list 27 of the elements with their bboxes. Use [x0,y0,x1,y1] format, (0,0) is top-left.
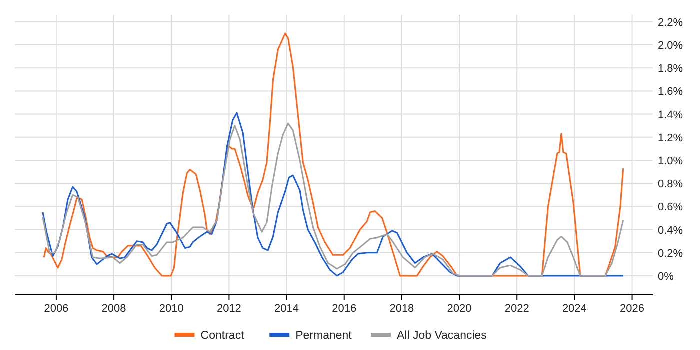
x-tick-label: 2024 [562,303,587,315]
x-tick-label: 2022 [504,303,530,315]
y-tick-label: 1.2% [658,132,684,144]
y-tick-label: 1.0% [658,155,684,168]
y-tick-label: 0.8% [658,178,684,191]
x-tick-label: 2026 [620,303,645,315]
y-tick-label: 0% [658,270,674,283]
x-tick-label: 2014 [274,303,300,315]
x-tick-label: 2010 [159,303,184,315]
line-series [43,32,624,277]
y-tick-label: 1.8% [658,63,684,76]
x-tick-label: 2008 [102,303,126,315]
x-tick-label: 2018 [390,303,414,315]
y-tick-label: 1.4% [658,109,684,122]
x-tick-label: 2016 [332,303,357,315]
legend-label: Permanent [296,330,353,342]
y-tick-label: 0.2% [658,248,684,260]
x-tick-label: 2006 [44,303,69,315]
x-tick-label: 2020 [447,303,472,315]
x-tick-label: 2012 [216,303,242,315]
y-tick-label: 1.6% [658,86,684,98]
y-tick-label: 2.2% [658,16,684,29]
legend-label: All Job Vacancies [397,330,488,342]
legend-label: Contract [200,330,246,342]
y-tick-label: 2.0% [658,40,684,52]
y-tick-label: 0.4% [658,224,684,237]
y-tick-label: 0.6% [658,202,684,214]
